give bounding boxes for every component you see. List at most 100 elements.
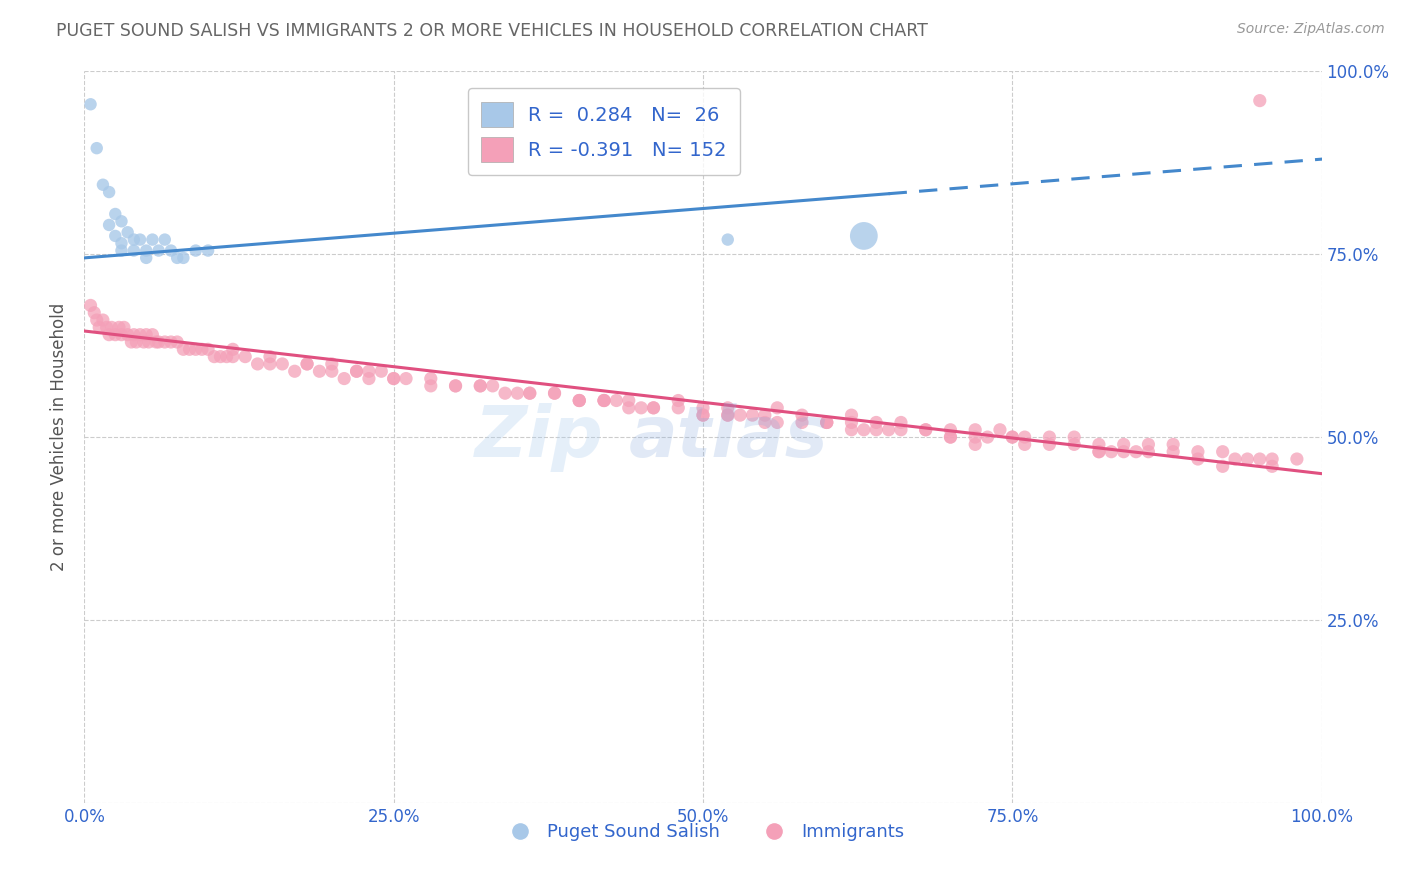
Point [153, 233, 176, 247]
Point [914, 423, 936, 437]
Point [643, 401, 665, 415]
Point [197, 244, 219, 258]
Point [593, 393, 616, 408]
Point [86, 141, 108, 155]
Point [333, 371, 356, 385]
Point [766, 416, 789, 430]
Point [1038, 437, 1060, 451]
Point [666, 393, 689, 408]
Point [132, 334, 155, 349]
Point [308, 364, 330, 378]
Point [1014, 437, 1036, 451]
Point [1161, 444, 1184, 458]
Point [593, 393, 616, 408]
Text: Source: ZipAtlas.com: Source: ZipAtlas.com [1237, 22, 1385, 37]
Point [321, 364, 343, 378]
Point [122, 244, 145, 258]
Point [568, 393, 591, 408]
Point [295, 357, 318, 371]
Point [754, 416, 776, 430]
Point [215, 350, 238, 364]
Point [1038, 430, 1060, 444]
Point [568, 393, 591, 408]
Point [717, 408, 740, 422]
Point [246, 357, 269, 371]
Point [1125, 444, 1147, 458]
Point [543, 386, 565, 401]
Point [568, 393, 591, 408]
Point [965, 423, 987, 437]
Point [138, 334, 160, 349]
Point [125, 334, 148, 349]
Point [209, 350, 232, 364]
Point [122, 233, 145, 247]
Point [259, 350, 281, 364]
Point [166, 334, 188, 349]
Point [1137, 444, 1160, 458]
Point [939, 430, 962, 444]
Point [98, 218, 121, 232]
Point [346, 364, 368, 378]
Point [79, 298, 101, 312]
Point [419, 371, 441, 385]
Point [605, 393, 627, 408]
Point [271, 357, 294, 371]
Point [852, 228, 875, 243]
Text: Zip: Zip [475, 402, 605, 472]
Point [1001, 430, 1024, 444]
Point [98, 327, 121, 342]
Point [728, 408, 751, 422]
Point [129, 233, 152, 247]
Point [939, 423, 962, 437]
Point [141, 327, 163, 342]
Point [841, 408, 863, 422]
Point [120, 334, 142, 349]
Point [444, 379, 467, 393]
Point [172, 343, 194, 357]
Point [79, 97, 101, 112]
Point [108, 320, 131, 334]
Point [184, 343, 207, 357]
Point [110, 236, 132, 251]
Point [357, 371, 380, 385]
Point [470, 379, 492, 393]
Point [494, 386, 516, 401]
Point [666, 401, 689, 415]
Point [841, 416, 863, 430]
Point [1112, 437, 1135, 451]
Point [865, 423, 887, 437]
Point [1088, 444, 1111, 458]
Point [89, 320, 111, 334]
Text: atlas: atlas [628, 402, 828, 472]
Point [815, 416, 838, 430]
Point [104, 228, 127, 243]
Point [890, 416, 912, 430]
Text: PUGET SOUND SALISH VS IMMIGRANTS 2 OR MORE VEHICLES IN HOUSEHOLD CORRELATION CHA: PUGET SOUND SALISH VS IMMIGRANTS 2 OR MO… [56, 22, 928, 40]
Point [988, 423, 1011, 437]
Point [1112, 444, 1135, 458]
Point [877, 423, 900, 437]
Point [197, 343, 219, 357]
Point [83, 306, 105, 320]
Point [1001, 430, 1024, 444]
Point [1088, 437, 1111, 451]
Point [790, 408, 813, 422]
Point [110, 244, 132, 258]
Point [141, 233, 163, 247]
Point [692, 408, 714, 422]
Point [191, 343, 214, 357]
Point [153, 334, 176, 349]
Point [617, 401, 640, 415]
Point [184, 244, 207, 258]
Point [617, 393, 640, 408]
Legend: Puget Sound Salish, Immigrants: Puget Sound Salish, Immigrants [495, 816, 911, 848]
Point [135, 327, 157, 342]
Point [1285, 452, 1308, 467]
Point [754, 408, 776, 422]
Point [117, 225, 139, 239]
Point [91, 313, 114, 327]
Point [519, 386, 541, 401]
Y-axis label: 2 or more Vehicles in Household: 2 or more Vehicles in Household [51, 303, 69, 571]
Point [692, 401, 714, 415]
Point [382, 371, 405, 385]
